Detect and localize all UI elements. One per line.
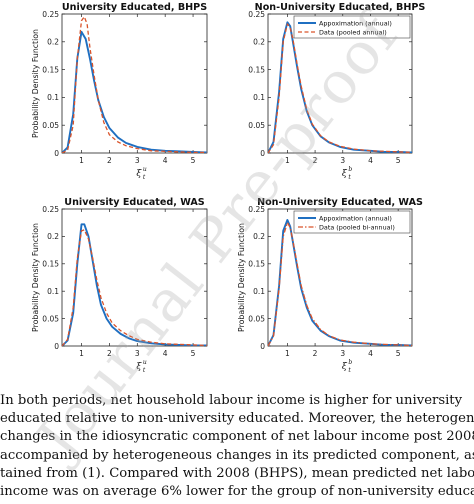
x-tick-label: 1 xyxy=(285,156,290,165)
x-tick-label: 1 xyxy=(285,349,290,358)
legend-entry: Data (pooled bi-annual) xyxy=(319,224,395,232)
y-tick-label: 0.25 xyxy=(42,10,59,19)
body-paragraph: In both periods, net household labour in… xyxy=(0,392,474,501)
x-axis-label: ξ xyxy=(136,169,142,179)
panel-title: Non-University Educated, WAS xyxy=(257,197,423,208)
x-axis-label: ξ xyxy=(342,362,348,372)
chart-panel: Non-University Educated, WAS 0 0.05 0.1 0.15… xyxy=(237,197,423,374)
series-line-approximation xyxy=(62,30,207,153)
legend-entry: Appoximation (annual) xyxy=(319,20,392,28)
panel-title: University Educated, BHPS xyxy=(62,2,207,13)
x-axis-label: ξ xyxy=(342,169,348,179)
legend: Appoximation (annual)Data (pooled annual… xyxy=(293,15,411,39)
y-axis-label: Probability Density Function xyxy=(237,223,246,332)
legend-entry: Appoximation (annual) xyxy=(319,215,392,223)
x-tick-label: 3 xyxy=(135,156,140,165)
series-line-approximation xyxy=(268,21,412,153)
x-tick-label: 3 xyxy=(340,349,345,358)
legend-box xyxy=(293,210,411,234)
body-line: changes in the idiosyncratic component o… xyxy=(0,429,474,445)
x-axis-label-sub: t xyxy=(348,367,351,374)
y-tick-label: 0.15 xyxy=(42,65,59,74)
y-tick-label: 0 xyxy=(260,149,265,158)
y-tick-label: 0 xyxy=(260,342,265,351)
series-line-approximation xyxy=(268,219,412,346)
x-tick-label: 1 xyxy=(79,156,84,165)
series-line-data xyxy=(268,222,412,346)
series-line-data xyxy=(268,23,412,153)
chart-panel: Non-University Educated, BHPS 0 0.05 0.1 0.1… xyxy=(248,2,425,181)
y-tick-label: 0.25 xyxy=(248,205,265,214)
x-tick-label: 3 xyxy=(135,349,140,358)
y-tick-label: 0 xyxy=(54,149,59,158)
y-tick-label: 0.2 xyxy=(253,38,265,47)
x-axis-label-sup: b xyxy=(348,166,352,173)
body-line: tained from (1). Compared with 2008 (BHP… xyxy=(0,465,474,481)
axes-box xyxy=(267,13,413,154)
x-tick-label: 2 xyxy=(313,156,318,165)
x-tick-label: 4 xyxy=(368,349,373,358)
series-line-data xyxy=(62,229,207,346)
body-line: educated relative to non-university educ… xyxy=(0,411,474,427)
x-tick-label: 4 xyxy=(163,349,168,358)
x-tick-label: 2 xyxy=(313,349,318,358)
x-tick-label: 1 xyxy=(79,349,84,358)
y-tick-label: 0.05 xyxy=(248,121,265,130)
y-tick-label: 0.05 xyxy=(248,314,265,323)
x-axis-label-sub: t xyxy=(143,367,146,374)
body-line: income was on average 6% lower for the g… xyxy=(0,483,474,499)
y-tick-label: 0.25 xyxy=(42,205,59,214)
legend-box xyxy=(293,15,411,39)
y-tick-label: 0.1 xyxy=(253,287,265,296)
axes-box xyxy=(267,208,413,347)
y-tick-label: 0.1 xyxy=(47,287,59,296)
legend-entry: Data (pooled annual) xyxy=(319,29,387,37)
y-tick-label: 0.1 xyxy=(253,93,265,102)
body-line: In both periods, net household labour in… xyxy=(0,393,463,408)
y-tick-label: 0.2 xyxy=(47,232,59,241)
y-tick-label: 0.25 xyxy=(248,10,265,19)
chart-panel: University Educated, BHPS 0 0.05 0.1 0.15 0.2… xyxy=(31,2,208,181)
y-tick-label: 0.1 xyxy=(47,93,59,102)
y-tick-label: 0 xyxy=(54,342,59,351)
x-axis-label-sup: u xyxy=(143,166,147,173)
y-axis-label: Probability Density Function xyxy=(31,29,40,138)
x-tick-label: 5 xyxy=(191,349,196,358)
series-line-data xyxy=(62,16,207,153)
x-tick-label: 2 xyxy=(107,156,112,165)
x-tick-label: 4 xyxy=(163,156,168,165)
y-tick-label: 0.05 xyxy=(42,121,59,130)
y-tick-label: 0.15 xyxy=(248,260,265,269)
x-tick-label: 5 xyxy=(396,349,401,358)
x-tick-label: 5 xyxy=(191,156,196,165)
figure-four-panels: University Educated, BHPS00.050.10.150.2… xyxy=(31,2,425,374)
y-tick-label: 0.15 xyxy=(248,65,265,74)
x-axis-label-sub: t xyxy=(348,174,351,181)
body-line: accompanied by heterogeneous changes in … xyxy=(0,447,474,463)
y-tick-label: 0.05 xyxy=(42,314,59,323)
y-axis-label: Probability Density Function xyxy=(31,223,40,332)
y-tick-label: 0.2 xyxy=(47,38,59,47)
x-tick-label: 3 xyxy=(340,156,345,165)
axes-box xyxy=(61,13,208,154)
y-tick-label: 0.2 xyxy=(253,232,265,241)
chart-panel: University Educated, WAS 0 0.05 0.1 0.15 0.2 0… xyxy=(31,197,208,374)
x-axis-label-sup: u xyxy=(143,359,147,366)
x-axis-label-sub: t xyxy=(143,174,146,181)
series-line-approximation xyxy=(62,223,207,346)
x-axis-label: ξ xyxy=(136,362,142,372)
x-tick-label: 2 xyxy=(107,349,112,358)
x-tick-label: 4 xyxy=(368,156,373,165)
y-tick-label: 0.15 xyxy=(42,260,59,269)
legend: Appoximation (annual)Data (pooled bi-ann… xyxy=(293,210,411,234)
panel-title: Non-University Educated, BHPS xyxy=(255,2,426,13)
panel-title: University Educated, WAS xyxy=(64,197,205,208)
x-tick-label: 5 xyxy=(396,156,401,165)
x-axis-label-sup: b xyxy=(348,359,352,366)
axes-box xyxy=(61,208,208,347)
